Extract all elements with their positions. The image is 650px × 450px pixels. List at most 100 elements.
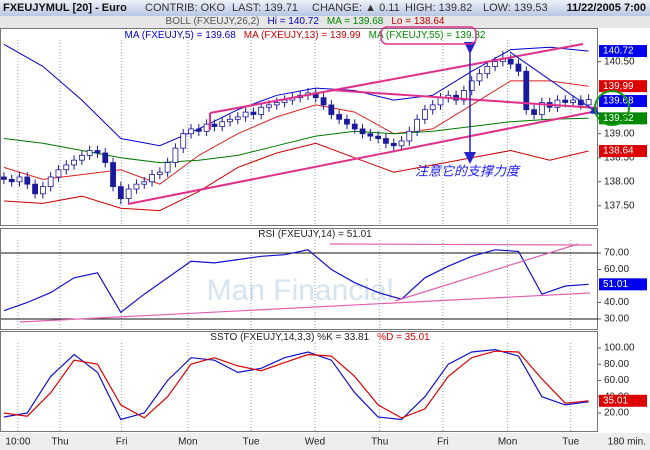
value-box bbox=[599, 112, 647, 125]
value-box-label: 138.64 bbox=[603, 146, 634, 157]
price-panel bbox=[0, 28, 598, 226]
indicator-strip bbox=[0, 16, 650, 28]
value-box bbox=[599, 394, 647, 407]
candle-body bbox=[531, 109, 537, 115]
value-box-label: 139.32 bbox=[603, 113, 634, 124]
y-tick-label: 80.00 bbox=[604, 359, 629, 370]
indicator-text: RSI (FXEUJY,14) = 51.01 bbox=[258, 229, 372, 240]
candle-body bbox=[149, 174, 155, 183]
y-tick-label: 60.00 bbox=[604, 264, 629, 275]
candle-body bbox=[133, 183, 140, 190]
annotation: 注意它的支撑力度 bbox=[415, 164, 521, 180]
x-tick-label: Thu bbox=[371, 437, 388, 448]
candle-body bbox=[0, 176, 7, 180]
value-box bbox=[599, 278, 647, 291]
candle-body bbox=[71, 159, 77, 166]
candle-body bbox=[383, 138, 389, 144]
candle-body bbox=[164, 162, 171, 173]
indicator-text: MA (FXEUJY,5) = 139.68 bbox=[125, 30, 237, 41]
x-tick-label: Mon bbox=[498, 437, 517, 448]
candle-body bbox=[141, 181, 148, 185]
candle-body bbox=[195, 128, 202, 132]
x-tick-label: Wed bbox=[305, 437, 325, 448]
indicator-text: MA (FXEUJY,55) = 139.32 bbox=[369, 30, 486, 41]
value-box bbox=[599, 45, 647, 58]
candle-body bbox=[336, 114, 343, 120]
indicator-text: Lo = 138.64 bbox=[391, 16, 445, 27]
candle-body bbox=[484, 66, 491, 75]
indicator-text: Hi = 140.72 bbox=[267, 16, 319, 27]
candle-body bbox=[203, 123, 210, 132]
value-box-label: 140.72 bbox=[603, 46, 634, 57]
candle-body bbox=[554, 99, 561, 108]
candle-body bbox=[390, 142, 397, 147]
candle-body bbox=[515, 63, 522, 72]
candle-body bbox=[429, 104, 436, 111]
y-tick-label: 20.00 bbox=[604, 408, 629, 419]
y-tick-label: 40.00 bbox=[604, 297, 629, 308]
last: LAST: 139.71 bbox=[232, 2, 298, 14]
candle-body bbox=[437, 97, 444, 106]
watermark: Man Financial bbox=[207, 274, 394, 307]
candle-body bbox=[32, 183, 38, 195]
y-tick-label: 140.50 bbox=[604, 56, 635, 67]
support-line bbox=[127, 111, 593, 205]
arrow bbox=[509, 51, 600, 115]
candle-body bbox=[47, 176, 54, 187]
x-tick-label: 10:00 bbox=[5, 437, 30, 448]
indicator-text: MA = 139.68 bbox=[327, 16, 384, 27]
candle-body bbox=[273, 102, 280, 106]
candle-body bbox=[414, 118, 421, 132]
rsi-trend bbox=[19, 292, 591, 323]
y-tick-label: 60.00 bbox=[604, 375, 629, 386]
candle-body bbox=[110, 162, 116, 187]
series-line bbox=[3, 348, 589, 421]
y-tick-label: 137.50 bbox=[604, 200, 635, 211]
overlay-line bbox=[3, 80, 589, 185]
candle-body bbox=[156, 171, 163, 175]
highlight-box bbox=[380, 26, 477, 45]
x-tick-label: Fri bbox=[116, 437, 128, 448]
indicator-label: BOLL (FXEUJY,26,2) Hi = 140.72 MA = 139.68… bbox=[166, 16, 445, 27]
candle-body bbox=[570, 99, 576, 103]
x-tick-label: Mon bbox=[178, 437, 197, 448]
candle-body bbox=[398, 140, 405, 147]
candle-body bbox=[507, 58, 514, 65]
y-tick-label: 139.00 bbox=[604, 128, 635, 139]
candle-body bbox=[39, 186, 46, 195]
y-tick-label: 138.00 bbox=[604, 176, 635, 187]
candle-body bbox=[55, 169, 62, 178]
date: 11/22/2005 7:00 bbox=[566, 2, 646, 14]
candle-body bbox=[476, 73, 483, 82]
candle-body bbox=[328, 104, 335, 115]
contrib: CONTRIB: OKO bbox=[145, 2, 226, 14]
value-box-label: 35.01 bbox=[603, 395, 628, 406]
indicator-text: BOLL (FXEUJY,26,2) bbox=[166, 16, 260, 27]
candle-body bbox=[211, 123, 218, 127]
y-tick-label: 100.00 bbox=[604, 343, 635, 354]
value-box-label: 139.99 bbox=[603, 81, 634, 92]
y-tick-label: 70.00 bbox=[604, 248, 629, 259]
candle-body bbox=[219, 121, 226, 127]
candle-body bbox=[266, 104, 272, 108]
indicator-text: %D = 35.01 bbox=[377, 332, 430, 343]
x-tick-label: Thu bbox=[51, 437, 68, 448]
value-box bbox=[599, 95, 647, 108]
candle-body bbox=[406, 130, 413, 142]
symbol: FXEUJYMUL [20] - Euro bbox=[3, 2, 127, 14]
change: CHANGE: ▲ 0.11 bbox=[312, 2, 400, 14]
candle-body bbox=[344, 118, 350, 125]
y-tick-label: 30.00 bbox=[604, 314, 629, 325]
candle-body bbox=[63, 164, 70, 171]
candle-body bbox=[523, 70, 530, 111]
indicator-text: MA (FXEUJY,13) = 139.99 bbox=[244, 30, 361, 41]
indicator-text: SSTO (FXEUJY,14,3,3) %K = 33.81 bbox=[210, 332, 369, 343]
candle-body bbox=[16, 176, 23, 183]
candle-body bbox=[24, 176, 31, 185]
x-tick-label: Fri bbox=[437, 437, 449, 448]
candle-body bbox=[492, 61, 498, 67]
candle-body bbox=[188, 128, 194, 135]
candle-body bbox=[585, 99, 592, 106]
value-box bbox=[599, 80, 647, 93]
